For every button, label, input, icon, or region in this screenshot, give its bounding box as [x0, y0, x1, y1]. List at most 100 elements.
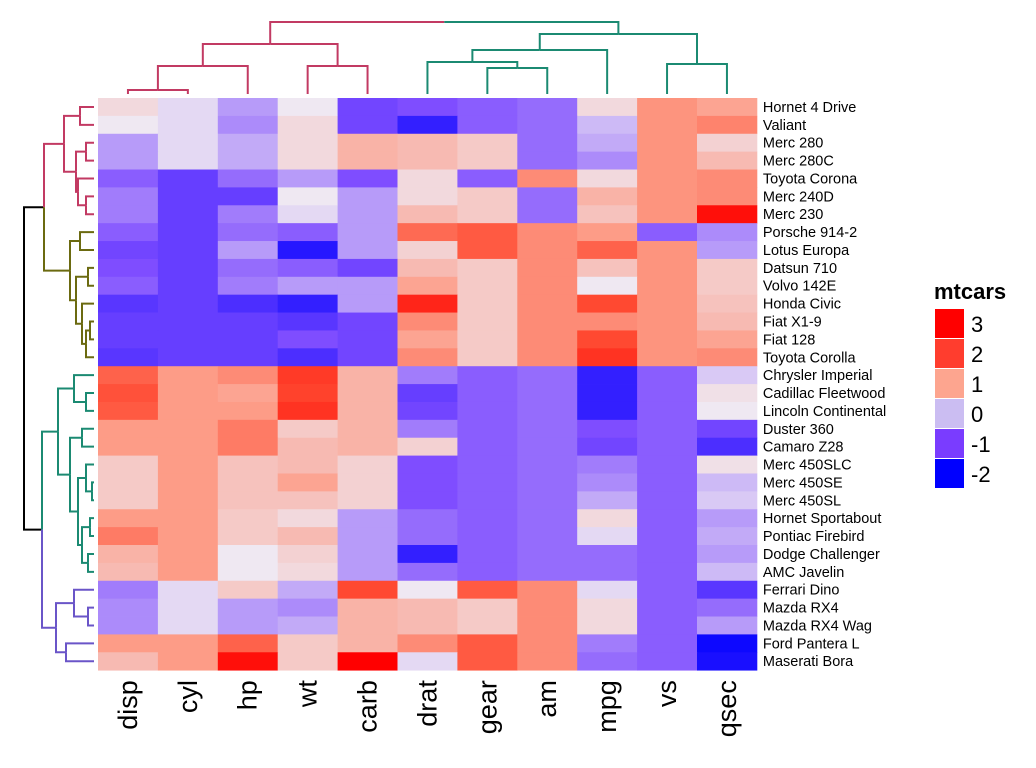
heatmap-cell	[517, 580, 578, 600]
row-label: Ford Pantera L	[763, 636, 860, 652]
row-label: Mazda RX4	[763, 601, 839, 617]
dendrogram-branch	[79, 241, 94, 251]
heatmap-cell	[397, 312, 458, 331]
heatmap-cell	[98, 312, 159, 331]
heatmap-cell	[637, 437, 698, 456]
heatmap-cell	[277, 133, 338, 153]
heatmap-cell	[697, 616, 758, 635]
column-label: carb	[353, 680, 383, 733]
heatmap-cell	[217, 169, 279, 188]
heatmap-cell	[98, 384, 159, 403]
legend-swatch	[935, 309, 964, 338]
heatmap-cell	[697, 276, 758, 296]
heatmap-cell	[577, 115, 638, 135]
heatmap-cell	[697, 527, 758, 546]
dendrogram-branch	[472, 61, 519, 68]
heatmap-cell	[397, 580, 458, 600]
column-label: wt	[293, 680, 323, 708]
heatmap-cell	[337, 598, 398, 617]
heatmap-cell	[637, 98, 698, 117]
dendrogram-branch	[85, 343, 94, 359]
dendrogram-branch	[43, 207, 70, 272]
heatmap-cell	[637, 133, 698, 153]
heatmap-cell	[697, 151, 758, 170]
heatmap-cell	[517, 312, 578, 331]
heatmap-cell	[457, 312, 518, 331]
heatmap-cell	[517, 562, 578, 582]
heatmap-cell	[697, 598, 758, 617]
heatmap-cell	[337, 616, 398, 635]
dendrogram-branch	[43, 142, 64, 208]
heatmap-cell	[397, 598, 458, 617]
heatmap-cell	[277, 366, 338, 385]
dendrogram-branch	[73, 388, 86, 403]
heatmap-cell	[637, 455, 698, 474]
column-label: drat	[412, 680, 442, 727]
dendrogram-branch	[65, 652, 94, 663]
heatmap-cell	[217, 312, 279, 331]
heatmap-cell	[517, 509, 578, 528]
heatmap-cell	[577, 491, 638, 510]
heatmap-cell	[637, 223, 698, 242]
heatmap-cell	[637, 509, 698, 528]
heatmap-cell	[397, 294, 458, 313]
heatmap-cell	[517, 401, 578, 421]
dendrogram-branch	[91, 481, 94, 492]
heatmap-cell	[457, 616, 518, 635]
heatmap-cell	[98, 616, 159, 635]
heatmap-cell	[457, 491, 518, 510]
heatmap-cell	[217, 527, 279, 546]
heatmap-cell	[337, 473, 398, 492]
heatmap-cell	[98, 419, 159, 439]
heatmap-cell	[397, 205, 458, 224]
heatmap-cell	[217, 348, 279, 367]
heatmap-cell	[98, 276, 159, 296]
heatmap-cell	[277, 384, 338, 403]
heatmap-cell	[157, 598, 219, 617]
heatmap-cell	[157, 652, 219, 671]
column-labels: disp cyl hp wt carb drat gear am mpg vs qsec	[113, 680, 742, 738]
heatmap-cell	[157, 133, 219, 153]
heatmap-cell	[98, 258, 159, 278]
heatmap-cell	[397, 652, 458, 671]
heatmap-cell	[577, 545, 638, 564]
heatmap-cell	[637, 241, 698, 260]
heatmap-cell	[517, 384, 578, 403]
dendrogram-branch	[91, 491, 94, 502]
heatmap-cell	[697, 312, 758, 331]
dendrogram-branch	[69, 240, 80, 271]
dendrogram-branch	[81, 323, 86, 345]
dendrogram-branch	[697, 63, 728, 94]
dendrogram-branch	[202, 65, 249, 94]
heatmap-cell	[337, 384, 398, 403]
heatmap-cell	[217, 419, 279, 439]
heatmap-cell	[457, 473, 518, 492]
heatmap-cell	[577, 401, 638, 421]
column-label: disp	[113, 680, 143, 730]
heatmap-cell	[217, 401, 279, 421]
heatmap-cell	[517, 652, 578, 671]
row-label: Merc 280C	[763, 154, 834, 170]
legend-label: -2	[971, 462, 991, 487]
heatmap-cell	[697, 98, 758, 117]
heatmap-cell	[98, 98, 159, 117]
heatmap-cell	[697, 294, 758, 313]
heatmap-cell	[457, 580, 518, 600]
heatmap-cell	[517, 115, 578, 135]
heatmap-cell	[217, 580, 279, 600]
heatmap-cell	[157, 223, 219, 242]
heatmap-cell	[397, 223, 458, 242]
heatmap-cell	[577, 258, 638, 278]
heatmap-cell	[337, 187, 398, 206]
dendrogram-branch	[269, 21, 445, 44]
heatmap-cell	[277, 509, 338, 528]
heatmap-cell	[457, 455, 518, 474]
row-label: Chrysler Imperial	[763, 368, 873, 384]
heatmap-cell	[337, 169, 398, 188]
legend-label: 3	[971, 312, 983, 337]
heatmap-cell	[457, 258, 518, 278]
heatmap-cell	[517, 527, 578, 546]
heatmap-cell	[157, 98, 219, 117]
column-label: qsec	[712, 680, 742, 737]
legend-label: 1	[971, 372, 983, 397]
